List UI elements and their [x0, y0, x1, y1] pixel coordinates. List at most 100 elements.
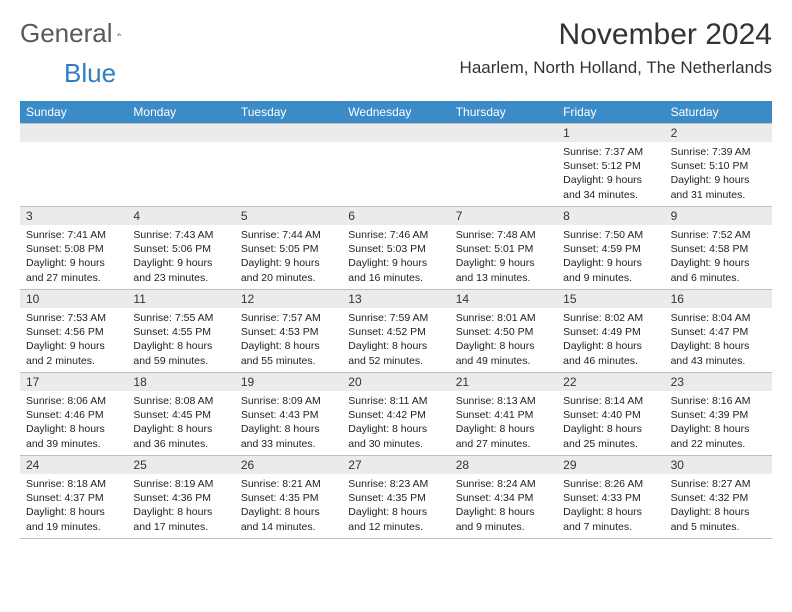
day-number: 18 [127, 373, 234, 391]
day-body [127, 142, 234, 149]
sunset-text: Sunset: 4:55 PM [133, 325, 228, 339]
day-cell [20, 124, 127, 206]
day-cell: 26Sunrise: 8:21 AMSunset: 4:35 PMDayligh… [235, 456, 342, 538]
day-number: 16 [665, 290, 772, 308]
day-number: 23 [665, 373, 772, 391]
sunrise-text: Sunrise: 8:18 AM [26, 477, 121, 491]
daylight-text: Daylight: 8 hours and 17 minutes. [133, 505, 228, 533]
day-cell: 28Sunrise: 8:24 AMSunset: 4:34 PMDayligh… [450, 456, 557, 538]
day-body: Sunrise: 8:04 AMSunset: 4:47 PMDaylight:… [665, 308, 772, 372]
sunset-text: Sunset: 4:52 PM [348, 325, 443, 339]
day-cell [450, 124, 557, 206]
day-body: Sunrise: 8:02 AMSunset: 4:49 PMDaylight:… [557, 308, 664, 372]
daylight-text: Daylight: 8 hours and 19 minutes. [26, 505, 121, 533]
day-body: Sunrise: 7:41 AMSunset: 5:08 PMDaylight:… [20, 225, 127, 289]
sunset-text: Sunset: 4:58 PM [671, 242, 766, 256]
day-cell: 7Sunrise: 7:48 AMSunset: 5:01 PMDaylight… [450, 207, 557, 289]
day-body: Sunrise: 8:27 AMSunset: 4:32 PMDaylight:… [665, 474, 772, 538]
day-body: Sunrise: 7:39 AMSunset: 5:10 PMDaylight:… [665, 142, 772, 206]
sunrise-text: Sunrise: 7:53 AM [26, 311, 121, 325]
title-block: November 2024 Haarlem, North Holland, Th… [460, 18, 772, 78]
sunrise-text: Sunrise: 8:11 AM [348, 394, 443, 408]
daylight-text: Daylight: 8 hours and 14 minutes. [241, 505, 336, 533]
day-body [342, 142, 449, 149]
day-body: Sunrise: 8:01 AMSunset: 4:50 PMDaylight:… [450, 308, 557, 372]
day-number: 8 [557, 207, 664, 225]
sunrise-text: Sunrise: 7:50 AM [563, 228, 658, 242]
sunset-text: Sunset: 4:33 PM [563, 491, 658, 505]
week-row: 24Sunrise: 8:18 AMSunset: 4:37 PMDayligh… [20, 455, 772, 539]
day-number: 5 [235, 207, 342, 225]
brand-logo: General [20, 18, 145, 49]
day-cell [235, 124, 342, 206]
day-cell: 15Sunrise: 8:02 AMSunset: 4:49 PMDayligh… [557, 290, 664, 372]
day-cell [342, 124, 449, 206]
weekday-label: Monday [127, 101, 234, 123]
month-title: November 2024 [460, 18, 772, 52]
sunrise-text: Sunrise: 7:59 AM [348, 311, 443, 325]
sunset-text: Sunset: 4:39 PM [671, 408, 766, 422]
daylight-text: Daylight: 8 hours and 22 minutes. [671, 422, 766, 450]
day-body [450, 142, 557, 149]
day-number: 20 [342, 373, 449, 391]
day-cell: 23Sunrise: 8:16 AMSunset: 4:39 PMDayligh… [665, 373, 772, 455]
weekday-label: Friday [557, 101, 664, 123]
calendar-page: General November 2024 Haarlem, North Hol… [0, 0, 792, 539]
day-cell [127, 124, 234, 206]
daylight-text: Daylight: 8 hours and 46 minutes. [563, 339, 658, 367]
day-number: 22 [557, 373, 664, 391]
day-number: 14 [450, 290, 557, 308]
day-body: Sunrise: 7:37 AMSunset: 5:12 PMDaylight:… [557, 142, 664, 206]
sunrise-text: Sunrise: 7:44 AM [241, 228, 336, 242]
sunrise-text: Sunrise: 7:57 AM [241, 311, 336, 325]
day-cell: 6Sunrise: 7:46 AMSunset: 5:03 PMDaylight… [342, 207, 449, 289]
day-cell: 29Sunrise: 8:26 AMSunset: 4:33 PMDayligh… [557, 456, 664, 538]
day-body: Sunrise: 8:26 AMSunset: 4:33 PMDaylight:… [557, 474, 664, 538]
day-body: Sunrise: 7:57 AMSunset: 4:53 PMDaylight:… [235, 308, 342, 372]
sunset-text: Sunset: 4:47 PM [671, 325, 766, 339]
day-body: Sunrise: 8:21 AMSunset: 4:35 PMDaylight:… [235, 474, 342, 538]
day-body: Sunrise: 8:09 AMSunset: 4:43 PMDaylight:… [235, 391, 342, 455]
daylight-text: Daylight: 9 hours and 16 minutes. [348, 256, 443, 284]
sunrise-text: Sunrise: 7:41 AM [26, 228, 121, 242]
day-number: 15 [557, 290, 664, 308]
day-cell: 12Sunrise: 7:57 AMSunset: 4:53 PMDayligh… [235, 290, 342, 372]
day-cell: 3Sunrise: 7:41 AMSunset: 5:08 PMDaylight… [20, 207, 127, 289]
day-cell: 8Sunrise: 7:50 AMSunset: 4:59 PMDaylight… [557, 207, 664, 289]
sunrise-text: Sunrise: 8:06 AM [26, 394, 121, 408]
daylight-text: Daylight: 9 hours and 9 minutes. [563, 256, 658, 284]
daylight-text: Daylight: 9 hours and 27 minutes. [26, 256, 121, 284]
weekday-label: Sunday [20, 101, 127, 123]
weeks-container: 1Sunrise: 7:37 AMSunset: 5:12 PMDaylight… [20, 123, 772, 539]
day-cell: 1Sunrise: 7:37 AMSunset: 5:12 PMDaylight… [557, 124, 664, 206]
brand-part2: Blue [64, 58, 116, 89]
day-cell: 24Sunrise: 8:18 AMSunset: 4:37 PMDayligh… [20, 456, 127, 538]
sunrise-text: Sunrise: 8:27 AM [671, 477, 766, 491]
logo-sail-icon [117, 25, 121, 43]
weekday-label: Tuesday [235, 101, 342, 123]
day-number [127, 124, 234, 142]
day-number: 26 [235, 456, 342, 474]
day-body: Sunrise: 7:46 AMSunset: 5:03 PMDaylight:… [342, 225, 449, 289]
sunrise-text: Sunrise: 8:02 AM [563, 311, 658, 325]
sunrise-text: Sunrise: 8:21 AM [241, 477, 336, 491]
day-number [20, 124, 127, 142]
daylight-text: Daylight: 8 hours and 43 minutes. [671, 339, 766, 367]
day-cell: 27Sunrise: 8:23 AMSunset: 4:35 PMDayligh… [342, 456, 449, 538]
sunset-text: Sunset: 4:46 PM [26, 408, 121, 422]
day-number: 21 [450, 373, 557, 391]
week-row: 10Sunrise: 7:53 AMSunset: 4:56 PMDayligh… [20, 289, 772, 372]
sunrise-text: Sunrise: 8:24 AM [456, 477, 551, 491]
week-row: 17Sunrise: 8:06 AMSunset: 4:46 PMDayligh… [20, 372, 772, 455]
location-subtitle: Haarlem, North Holland, The Netherlands [460, 58, 772, 78]
day-number: 28 [450, 456, 557, 474]
daylight-text: Daylight: 8 hours and 5 minutes. [671, 505, 766, 533]
day-number: 13 [342, 290, 449, 308]
sunrise-text: Sunrise: 8:19 AM [133, 477, 228, 491]
sunset-text: Sunset: 5:03 PM [348, 242, 443, 256]
sunrise-text: Sunrise: 7:48 AM [456, 228, 551, 242]
day-number: 25 [127, 456, 234, 474]
day-body: Sunrise: 7:59 AMSunset: 4:52 PMDaylight:… [342, 308, 449, 372]
sunrise-text: Sunrise: 8:13 AM [456, 394, 551, 408]
day-body: Sunrise: 8:19 AMSunset: 4:36 PMDaylight:… [127, 474, 234, 538]
